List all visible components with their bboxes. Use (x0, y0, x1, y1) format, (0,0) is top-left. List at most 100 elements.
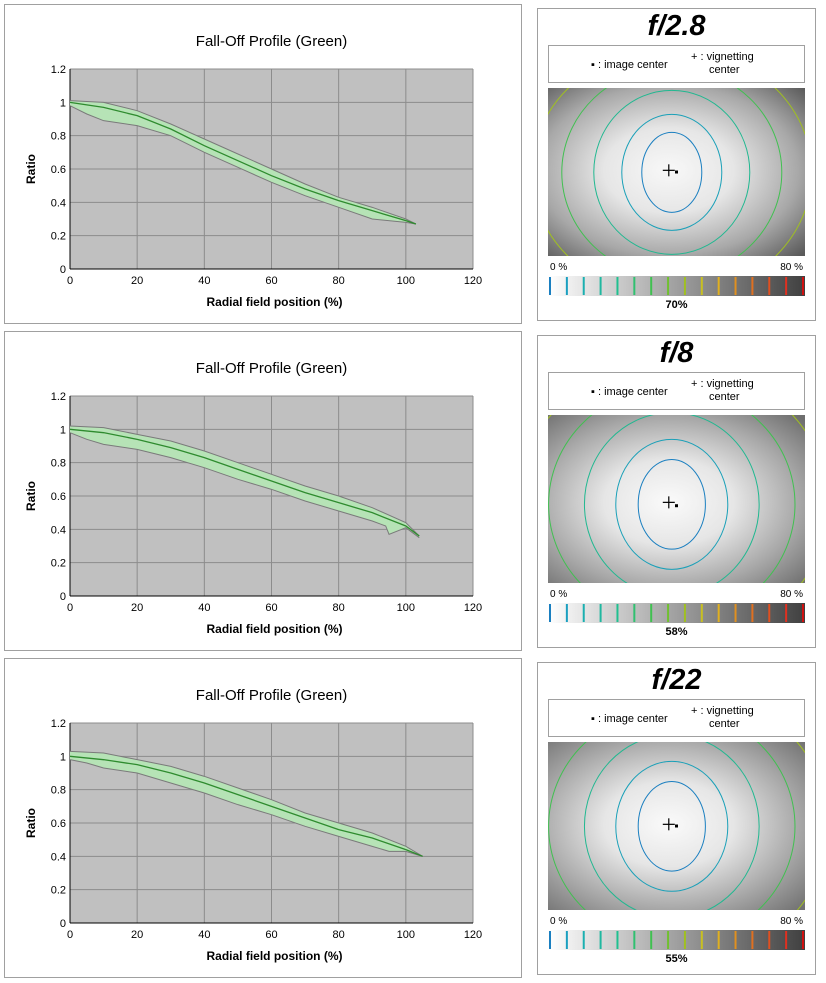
x-tick-label: 80 (333, 275, 345, 287)
chart-title: Fall-Off Profile (Green) (196, 360, 347, 377)
contour-line (561, 88, 783, 256)
upper-bound-line (69, 100, 417, 225)
y-tick-label: 0.6 (51, 818, 66, 830)
vignetting-legend-line2: center (709, 718, 740, 730)
vignetting-legend-line2: center (709, 64, 740, 76)
contour-line (583, 415, 760, 583)
y-axis-label: Ratio (24, 808, 38, 838)
contour-line (615, 438, 729, 570)
fstop-title: f/2.8 (647, 10, 706, 42)
vignetting-map-panel: f/8 ▪ : image center + : vignetting cent… (537, 335, 816, 648)
y-tick-label: 0.2 (51, 885, 66, 897)
x-axis-label: Radial field position (%) (206, 622, 342, 636)
image-center-marker (675, 504, 678, 508)
falloff-chart: Fall-Off Profile (Green) 0 0.2 0.4 0.6 0.8 1 1.… (24, 33, 482, 309)
mean-falloff-line (69, 755, 423, 857)
lower-bound-line (69, 759, 423, 857)
scale-max-label: 80 % (780, 589, 803, 600)
contour-line (637, 459, 706, 550)
x-tick-label: 20 (131, 602, 143, 614)
scale-min-label: 0 % (550, 916, 568, 927)
falloff-chart: Fall-Off Profile (Green) 0 0.2 0.4 0.6 0.8 1 1.… (24, 687, 482, 963)
y-tick-label: 0.8 (51, 458, 66, 470)
upper-bound-line (69, 425, 420, 537)
image-center-legend: ▪ : image center (591, 386, 668, 398)
vignetting-contour-map (548, 742, 805, 910)
mean-falloff-line (69, 101, 417, 225)
y-tick-label: 0.8 (51, 785, 66, 797)
scale-gradient (548, 276, 805, 296)
contour-line (548, 415, 796, 583)
vignetting-percent: 55% (665, 953, 688, 965)
image-center-marker (675, 170, 678, 174)
y-tick-label: 0.4 (51, 197, 66, 209)
x-tick-label: 40 (198, 929, 210, 941)
contour-line (641, 131, 703, 213)
falloff-chart-panel: Fall-Off Profile (Green) 0 0.2 0.4 0.6 0.8 1 1.… (4, 4, 522, 324)
contour-line (583, 742, 760, 910)
contour-color-scale (548, 930, 805, 950)
contour-line (615, 760, 729, 892)
image-center-legend: ▪ : image center (591, 59, 668, 71)
vignetting-contour-map (548, 88, 805, 256)
x-tick-label: 120 (464, 602, 482, 614)
y-tick-label: 0.8 (51, 131, 66, 143)
chart-title: Fall-Off Profile (Green) (196, 33, 347, 50)
confidence-band (70, 751, 423, 857)
y-tick-label: 0.2 (51, 231, 66, 243)
vignetting-contour-map (548, 415, 805, 583)
y-tick-label: 0.2 (51, 558, 66, 570)
vignetting-percent: 70% (665, 299, 688, 311)
lower-bound-line (69, 432, 420, 539)
y-tick-label: 0 (60, 264, 66, 276)
vignetting-center-legend: + : vignetting center (691, 705, 754, 731)
y-axis-label: Ratio (24, 481, 38, 511)
x-tick-label: 40 (198, 275, 210, 287)
scale-min-label: 0 % (550, 589, 568, 600)
x-tick-label: 0 (67, 275, 73, 287)
vignetting-legend-line1: + : vignetting (691, 705, 754, 717)
x-axis-label: Radial field position (%) (206, 295, 342, 309)
y-tick-label: 1 (60, 424, 66, 436)
y-tick-label: 1.2 (51, 391, 66, 403)
x-tick-label: 20 (131, 275, 143, 287)
image-center-legend: ▪ : image center (591, 713, 668, 725)
contour-color-scale (548, 603, 805, 623)
x-tick-label: 80 (333, 929, 345, 941)
falloff-chart: Fall-Off Profile (Green) 0 0.2 0.4 0.6 0.8 1 1.… (24, 360, 482, 636)
x-tick-label: 60 (265, 602, 277, 614)
x-axis-label: Radial field position (%) (206, 949, 342, 963)
chart-title: Fall-Off Profile (Green) (196, 687, 347, 704)
contour-line (621, 113, 723, 231)
vignetting-field (548, 415, 805, 583)
scale-gradient (548, 930, 805, 950)
y-tick-label: 0.4 (51, 851, 66, 863)
x-tick-label: 100 (397, 275, 415, 287)
map-legend: ▪ : image center + : vignetting center (548, 372, 805, 410)
y-tick-label: 0 (60, 591, 66, 603)
y-tick-label: 0 (60, 918, 66, 930)
fstop-title: f/22 (651, 664, 702, 696)
y-tick-label: 1.2 (51, 718, 66, 730)
vignetting-center-legend: + : vignetting center (691, 51, 754, 77)
contour-line (548, 742, 796, 910)
x-tick-label: 100 (397, 602, 415, 614)
contour-line (637, 781, 706, 872)
x-tick-label: 120 (464, 275, 482, 287)
x-tick-label: 60 (265, 275, 277, 287)
vignetting-map-panel: f/22 ▪ : image center + : vignetting cen… (537, 662, 816, 975)
y-tick-label: 0.6 (51, 164, 66, 176)
scale-max-label: 80 % (780, 262, 803, 273)
contour-color-scale (548, 276, 805, 296)
y-tick-label: 1 (60, 751, 66, 763)
vignetting-legend-line1: + : vignetting (691, 378, 754, 390)
upper-bound-line (69, 750, 423, 857)
map-legend: ▪ : image center + : vignetting center (548, 45, 805, 83)
vignetting-percent: 58% (665, 626, 688, 638)
x-tick-label: 0 (67, 929, 73, 941)
y-tick-label: 0.6 (51, 491, 66, 503)
y-axis-label: Ratio (24, 154, 38, 184)
x-tick-label: 0 (67, 602, 73, 614)
vignetting-map-panel: f/2.8 ▪ : image center + : vignetting ce… (537, 8, 816, 321)
scale-max-label: 80 % (780, 916, 803, 927)
